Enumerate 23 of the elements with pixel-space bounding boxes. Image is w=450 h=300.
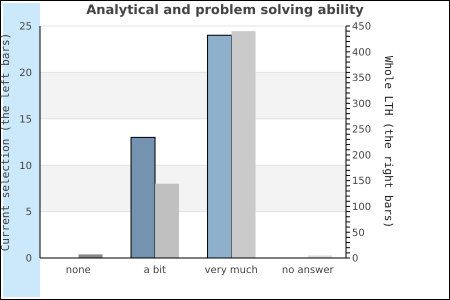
y-tick-label: 20 xyxy=(19,68,32,79)
y-tick-label: 5 xyxy=(26,207,32,218)
y2-tick-label: 400 xyxy=(352,47,372,58)
y2-axis-title: Whole LTH (the right bars) xyxy=(382,56,396,228)
y2-tick-label: 350 xyxy=(352,73,372,84)
x-tick-label: none xyxy=(66,265,91,276)
x-tick-label: very much xyxy=(204,265,258,276)
y2-tick-label: 450 xyxy=(352,22,372,33)
y2-tick-label: 50 xyxy=(352,228,365,239)
y-tick-label: 0 xyxy=(26,254,32,265)
y2-tick-label: 200 xyxy=(352,150,372,162)
y2-tick-label: 0 xyxy=(352,254,358,265)
x-tick-label: no answer xyxy=(282,265,335,276)
y-tick-label: 15 xyxy=(19,114,32,126)
y-tick-label: 25 xyxy=(19,22,32,33)
chart-title: Analytical and problem solving ability xyxy=(85,3,365,18)
y2-tick-label: 100 xyxy=(352,202,372,213)
y-axis-title: Current selection (the left bars) xyxy=(0,32,12,252)
y-tick-label: 10 xyxy=(19,160,32,172)
x-tick-label: a bit xyxy=(144,265,166,276)
y2-tick-label: 300 xyxy=(352,98,372,110)
y2-tick-label: 150 xyxy=(352,176,372,188)
y2-tick-label: 250 xyxy=(352,124,372,136)
